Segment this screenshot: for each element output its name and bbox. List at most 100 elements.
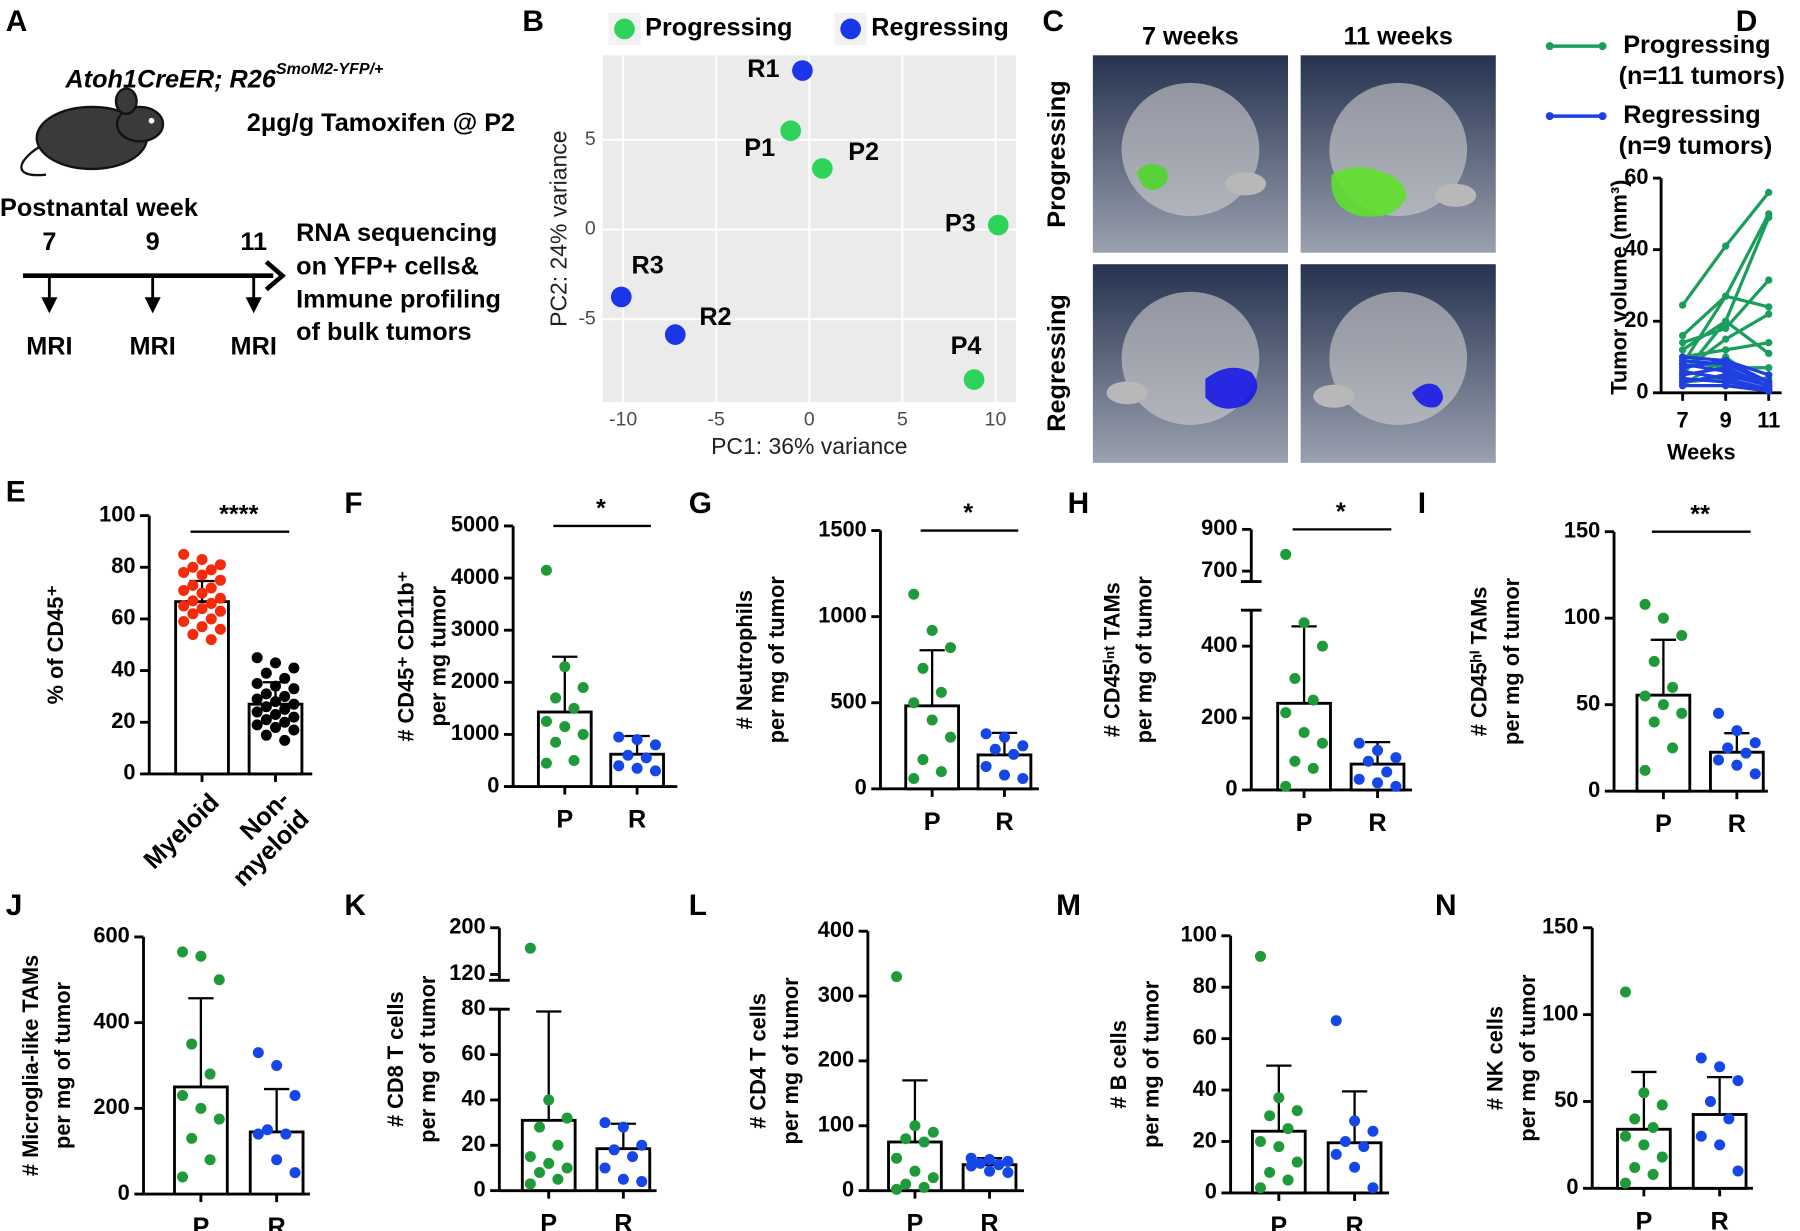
point [1657,612,1669,624]
tumor-point [1765,310,1773,318]
point [926,714,938,726]
point [289,1089,301,1102]
y-axis-title: PC2: 24% variance [545,130,571,326]
y-tick-label: 1000 [818,602,867,627]
significance: * [1336,498,1346,526]
point [196,621,208,633]
point [1362,755,1374,767]
point [927,1126,939,1138]
point [1008,748,1020,760]
tumor [1331,167,1407,217]
legend-label: Progressing [645,14,792,42]
y-axis-title: % of CD45⁺ [43,585,68,704]
point [577,728,589,740]
point [196,554,208,566]
y-tick-label: 4000 [451,564,500,589]
y-tick-label: 0 [585,218,596,240]
y-tick-label: 400 [93,1008,129,1033]
x-tick-label: 11 [1757,407,1780,432]
point [288,698,300,710]
point [196,603,208,615]
significance: **** [219,500,258,528]
imaging: 7 weeks 11 weeks Progressing Regressing [1043,23,1496,463]
point [1254,1182,1266,1194]
point [1367,1125,1379,1137]
point [1731,759,1743,771]
point [251,719,263,731]
point [270,657,282,669]
y-tick-label: 80 [1193,973,1217,998]
y-tick-label: 0 [855,775,867,800]
schematic: Atoh1CreER; R26SmoM2-YFP/+ 2μg/g Tamoxif… [0,60,515,360]
point [664,324,686,345]
week: 9 [146,228,160,256]
panel-label: K [344,889,366,922]
point [1017,773,1029,785]
point [891,1183,903,1195]
point [213,1113,225,1125]
point [260,701,272,713]
point [260,729,272,741]
point [213,974,225,986]
y-tick-label: 60 [111,605,135,630]
significance: * [596,495,606,523]
point [1254,1135,1266,1148]
y-tick-label: 40 [1624,235,1648,260]
legend-label: Progressing [1623,31,1770,59]
point [279,734,291,746]
point [1714,1061,1726,1073]
mouse-ear [114,87,138,115]
point [270,680,282,692]
point [524,1151,536,1163]
point [613,731,625,743]
point [214,605,226,617]
y-axis-title: # Neutrophils [732,590,757,729]
point [260,667,272,679]
point [568,754,580,766]
mouse-tail [20,146,47,177]
point [280,1128,292,1140]
point [559,661,571,673]
point [1732,1165,1744,1177]
x-tick-label: -5 [708,409,725,431]
point [214,574,226,586]
point [622,749,634,761]
tumor-point [1721,335,1730,343]
point [1349,1161,1361,1173]
point [540,564,552,576]
panel-label: D [1736,5,1758,38]
legend-dot [1598,112,1607,121]
down-arrowhead [41,297,58,314]
point [963,369,985,390]
legend-dot [1545,42,1554,51]
point [1657,699,1669,711]
point [1349,1115,1361,1127]
legend-marker [840,18,861,40]
y-axis-title: # CD45ⁱⁿᵗ TAMs [1099,582,1124,737]
point [984,1153,996,1166]
y-axis-title: per mg of tumor [1515,974,1540,1142]
mri-cell [1092,55,1289,253]
point [279,716,291,728]
point [1620,1130,1632,1142]
x-tick-label: R [1711,1207,1729,1231]
point [214,592,226,604]
point [1629,1113,1641,1125]
point [599,1117,611,1129]
point [289,1167,301,1179]
y-tick-label: 40 [111,656,135,681]
tumor-point [1678,381,1687,390]
treatment: 2μg/g Tamoxifen @ P2 [247,109,515,137]
genotype-superscript: SmoM2-YFP/+ [276,60,384,78]
y-axis-title: # B cells [1106,1020,1131,1108]
y-tick-label: 100 [1564,604,1600,629]
point [1731,725,1743,737]
y-tick-label: 80 [461,995,485,1020]
x-tick-label: Myeloid [139,788,225,874]
panel-label: J [6,889,23,922]
y-tick-label: 5 [585,128,596,150]
y-tick-label: 1500 [818,516,867,541]
point [1307,762,1319,774]
point [178,585,190,597]
